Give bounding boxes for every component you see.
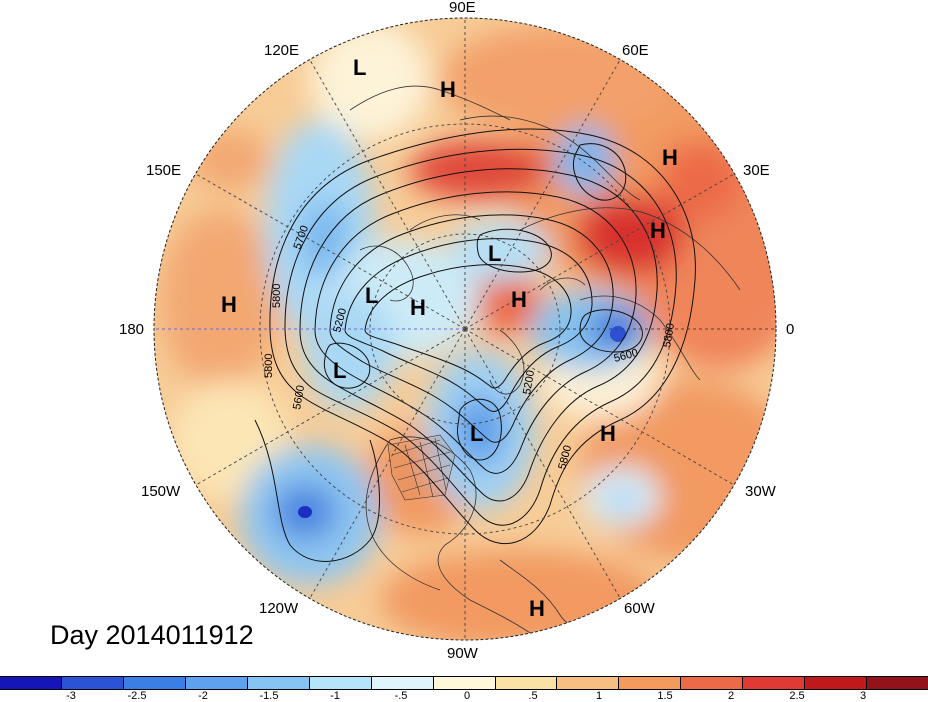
colorbar-swatch — [681, 677, 744, 689]
lon-label-120w: 120W — [259, 600, 299, 617]
colorbar-label: 0 — [463, 690, 471, 702]
colorbar-label: -3 — [66, 690, 76, 702]
high-marker: H — [529, 596, 545, 621]
colorbar-swatch — [495, 677, 558, 689]
colorbar-swatch — [805, 677, 868, 689]
colorbar-label: .5 — [528, 690, 538, 702]
colorbar-swatch — [619, 677, 682, 689]
colorbar-swatch — [0, 677, 62, 689]
low-marker: L — [488, 241, 501, 266]
lon-label-0: 0 — [786, 321, 794, 338]
polar-map: 0 30E 60E 90E 120E 150E 180 150W 120W 90… — [119, 0, 794, 662]
colorbar-swatch — [371, 677, 434, 689]
colorbar-label: 1.5 — [657, 690, 673, 702]
contour-label-5600-w: 5600 — [291, 384, 307, 410]
lon-label-60e: 60E — [622, 42, 649, 59]
lon-label-30e: 30E — [743, 162, 770, 179]
lon-label-90w: 90W — [447, 645, 479, 662]
colorbar-swatch — [185, 677, 248, 689]
low-marker: L — [333, 358, 346, 383]
colorbar-swatch — [309, 677, 372, 689]
lon-label-60w: 60W — [624, 600, 656, 617]
contour-label-5800-e: 5800 — [661, 322, 677, 348]
high-marker: H — [221, 292, 237, 317]
contour-label-5200-e: 5200 — [521, 369, 537, 395]
colorbar — [0, 676, 928, 690]
colorbar-swatch — [247, 677, 310, 689]
lon-label-180: 180 — [119, 321, 144, 338]
low-marker: L — [353, 55, 366, 80]
lon-label-150e: 150E — [146, 162, 181, 179]
colorbar-swatch — [123, 677, 186, 689]
high-marker: H — [662, 145, 678, 170]
low-marker: L — [365, 283, 378, 308]
colorbar-swatch — [61, 677, 124, 689]
colorbar-label: -.5 — [394, 690, 408, 702]
high-marker: H — [440, 77, 456, 102]
hatch-region — [387, 434, 456, 501]
colorbar-swatch — [867, 677, 928, 689]
high-marker: H — [600, 421, 616, 446]
colorbar-swatch — [433, 677, 496, 689]
colorbar-swatch — [743, 677, 806, 689]
colorbar-label: 2 — [727, 690, 735, 702]
lon-label-150w: 150W — [141, 483, 181, 500]
colorbar-label: 2.5 — [789, 690, 805, 702]
height-contours — [254, 128, 696, 562]
high-marker: H — [511, 287, 527, 312]
colorbar-label: 1 — [595, 690, 603, 702]
graticule — [154, 18, 776, 640]
colorbar-label: 3 — [859, 690, 867, 702]
contour-label-5800-w: 5800 — [271, 284, 283, 308]
contour-label-5800-sw: 5800 — [263, 354, 275, 378]
colorbar-swatch — [557, 677, 620, 689]
pressure-centers: L H H H L H L H H L L H H — [221, 55, 678, 621]
map-boundary — [153, 17, 777, 641]
colorbar-label: -1.5 — [259, 690, 279, 702]
colorbar-label: -2.5 — [127, 690, 147, 702]
colorbar-labels: -3 -2.5 -2 -1.5 -1 -.5 0 .5 1 1.5 2 2.5 … — [0, 690, 928, 702]
low-marker: L — [470, 421, 483, 446]
colorbar-label: -2 — [198, 690, 208, 702]
high-marker: H — [650, 218, 666, 243]
date-title: Day 2014011912 — [50, 620, 254, 650]
lon-label-120e: 120E — [264, 42, 299, 59]
lon-label-90e: 90E — [449, 0, 476, 16]
lon-label-30w: 30W — [745, 483, 777, 500]
anomaly-field — [154, 18, 776, 640]
colorbar-label: -1 — [330, 690, 340, 702]
high-marker: H — [410, 295, 426, 320]
